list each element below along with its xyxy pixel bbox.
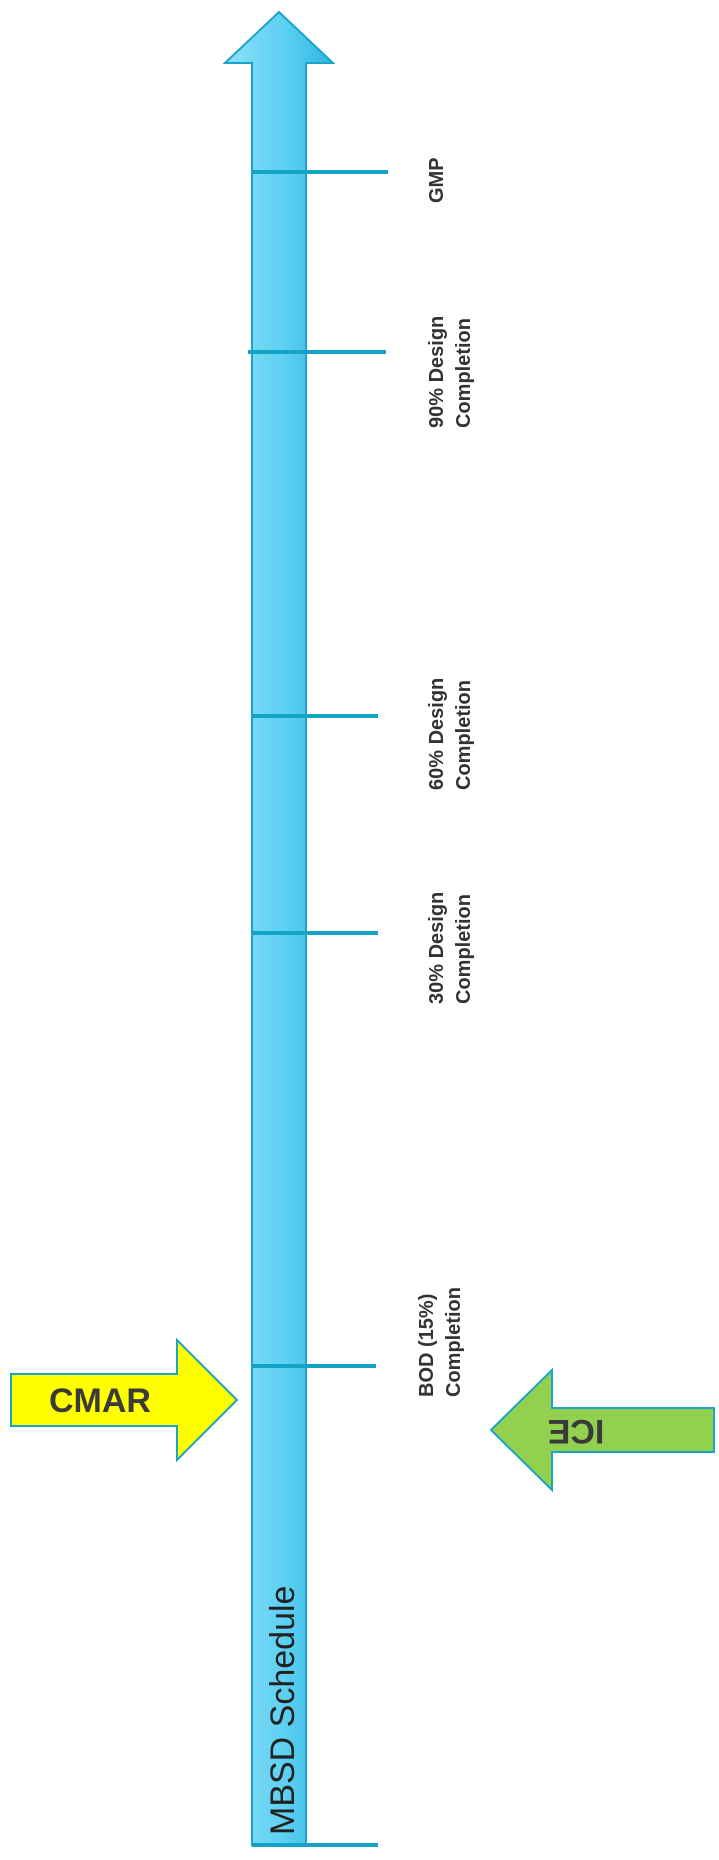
cmar-callout: CMAR xyxy=(10,1337,239,1463)
milestone-90-line1: 90% Design xyxy=(426,316,448,428)
cmar-label: CMAR xyxy=(49,1382,151,1420)
ice-label: ICE xyxy=(548,1412,605,1450)
milestone-bod-line2: Completion xyxy=(443,1287,465,1397)
timeline-arrow xyxy=(222,10,336,1846)
timeline-title: MBSD Schedule xyxy=(264,1586,302,1835)
ice-callout: ICE xyxy=(489,1367,715,1493)
milestone-bod-line1: BOD (15%) xyxy=(416,1294,438,1397)
milestone-gmp-line1: GMP xyxy=(426,157,448,203)
cmar-arrow-shape xyxy=(10,1337,239,1463)
milestone-bod-label: BOD (15%) Completion xyxy=(416,1287,465,1397)
milestone-90-line2: Completion xyxy=(453,318,475,428)
milestone-gmp-label: GMP xyxy=(426,157,448,203)
milestone-60-label: 60% Design Completion xyxy=(426,672,475,790)
milestone-60-line1: 60% Design xyxy=(426,678,448,790)
milestone-30-label: 30% Design Completion xyxy=(426,886,475,1004)
timeline-arrow-shape xyxy=(222,10,336,1846)
milestone-30-line2: Completion xyxy=(453,894,475,1004)
milestone-60-line2: Completion xyxy=(453,680,475,790)
milestone-90-label: 90% Design Completion xyxy=(426,310,475,428)
ice-arrow-shape xyxy=(489,1367,715,1493)
milestone-30-line1: 30% Design xyxy=(426,892,448,1004)
